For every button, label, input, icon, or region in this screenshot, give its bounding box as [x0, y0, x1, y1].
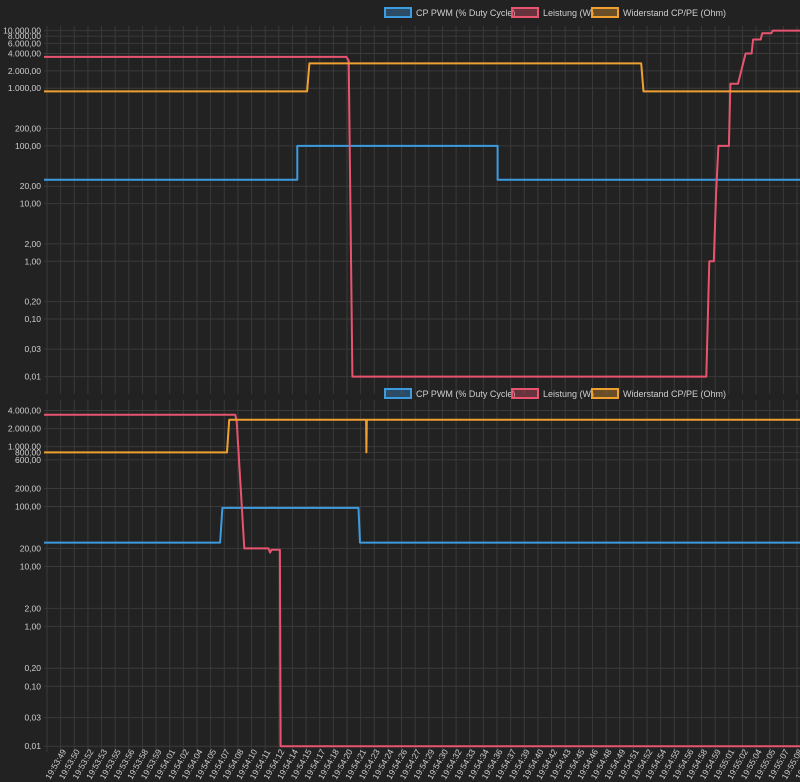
top-chart: 10.000,008.000,006.000,004.000,00 2.000,0… [3, 26, 800, 394]
y-tick-label: 10.000,00 [3, 26, 41, 36]
legend-swatch-resistance[interactable] [591, 7, 619, 18]
y-tick-label: 0,01 [24, 741, 41, 751]
y-tick-label: 1,00 [24, 621, 41, 631]
y-tick-label: 4.000,00 [8, 49, 41, 59]
series-line-resistance [44, 418, 800, 454]
legend-swatch-pwm[interactable] [384, 388, 412, 399]
y-tick-label: 20,00 [20, 181, 42, 191]
y-tick-label: 2,00 [24, 239, 41, 249]
y-tick-label: 200,00 [15, 124, 41, 134]
y-tick-label: 10,00 [20, 199, 42, 209]
y-tick-label: 2.000,00 [8, 66, 41, 76]
series-line-power [44, 29, 800, 378]
y-tick-label: 0,10 [24, 681, 41, 691]
y-tick-label: 8.000,00 [8, 31, 41, 41]
series-line-pwm [44, 144, 800, 181]
y-tick-label: 1.000,00 [8, 83, 41, 93]
legend-label-pwm[interactable]: CP PWM (% Duty Cycle) [416, 8, 515, 18]
legend-label-power[interactable]: Leistung (W) [543, 389, 594, 399]
y-tick-label: 0,20 [24, 663, 41, 673]
legends: CP PWM (% Duty Cycle) Leistung (W) Widerst… [384, 7, 726, 399]
series-line-resistance [44, 62, 800, 93]
y-tick-label: 20,00 [20, 543, 42, 553]
y-tick-label: 2.000,00 [8, 424, 41, 434]
y-tick-label: 0,03 [24, 344, 41, 354]
series-line-pwm [44, 506, 800, 544]
y-tick-label: 0,01 [24, 372, 41, 382]
legend-swatch-power[interactable] [511, 388, 539, 399]
x-axis: 19:53:4919:53:5019:53:5219:53:5319:53:55… [43, 747, 800, 781]
y-tick-label: 600,00 [15, 455, 41, 465]
y-tick-label: 0,20 [24, 297, 41, 307]
y-tick-label: 0,03 [24, 713, 41, 723]
y-tick-label: 100,00 [15, 141, 41, 151]
y-tick-label: 800,00 [15, 447, 41, 457]
legend-label-pwm[interactable]: CP PWM (% Duty Cycle) [416, 389, 515, 399]
legend-label-resistance[interactable]: Widerstand CP/PE (Ohm) [623, 389, 726, 399]
y-tick-label: 4.000,00 [8, 406, 41, 416]
y-tick-label: 10,00 [20, 561, 42, 571]
y-tick-label: 200,00 [15, 484, 41, 494]
y-tick-label: 6.000,00 [8, 38, 41, 48]
y-tick-label: 1,00 [24, 256, 41, 266]
legend-label-power[interactable]: Leistung (W) [543, 8, 594, 18]
y-tick-label: 1.000,00 [8, 442, 41, 452]
legend-swatch-resistance[interactable] [591, 388, 619, 399]
y-tick-label: 0,10 [24, 314, 41, 324]
y-tick-label: 2,00 [24, 603, 41, 613]
legend-swatch-power[interactable] [511, 7, 539, 18]
legend-label-resistance[interactable]: Widerstand CP/PE (Ohm) [623, 8, 726, 18]
legend-swatch-pwm[interactable] [384, 7, 412, 18]
y-tick-label: 100,00 [15, 502, 41, 512]
